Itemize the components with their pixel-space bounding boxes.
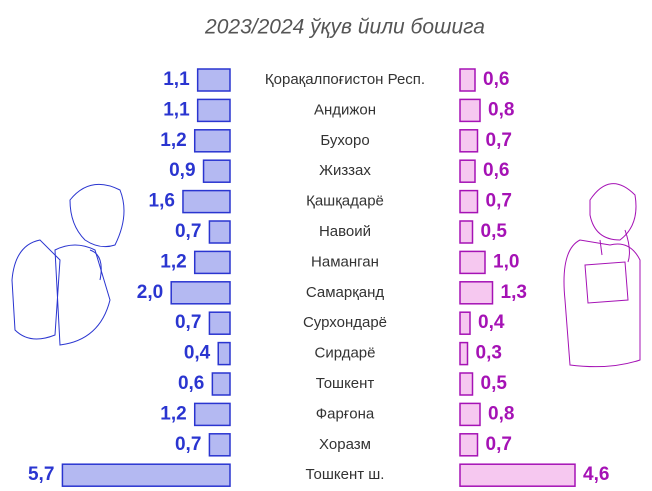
value-label: 0,6 [178, 373, 204, 394]
value-label: 1,6 [149, 191, 175, 212]
boy-illustration [12, 184, 124, 345]
value-label: 1,2 [160, 403, 186, 424]
value-label: 0,4 [184, 343, 211, 364]
value-label: 0,3 [476, 343, 502, 364]
value-label: 0,6 [483, 160, 509, 181]
value-label: 0,7 [486, 130, 512, 151]
bar [183, 191, 230, 213]
value-label: 2,0 [137, 282, 163, 303]
category-label: Тошкент ш. [306, 466, 385, 483]
category-label: Хоразм [319, 436, 371, 453]
category-label: Навоий [319, 223, 371, 240]
bar [460, 69, 475, 91]
bar [218, 343, 230, 365]
value-label: 0,6 [483, 69, 509, 90]
bar [460, 282, 493, 304]
category-label: Андижон [314, 101, 376, 118]
bar [195, 403, 230, 425]
bar [460, 403, 480, 425]
value-label: 0,5 [481, 373, 508, 394]
value-label: 0,7 [175, 434, 201, 455]
value-label: 0,8 [488, 403, 514, 424]
category-label: Тошкент [316, 375, 375, 392]
category-label: Жиззах [319, 162, 371, 179]
value-label: 1,2 [160, 251, 186, 272]
value-label: 1,2 [160, 130, 186, 151]
bar [209, 312, 230, 334]
bar [198, 69, 230, 91]
category-label: Бухоро [320, 132, 369, 149]
bar [460, 130, 478, 152]
bar [460, 251, 485, 273]
value-label: 0,5 [481, 221, 508, 242]
bar [460, 434, 478, 456]
bar [195, 130, 230, 152]
bar [204, 160, 230, 182]
category-label: Наманган [311, 253, 379, 270]
value-label: 1,3 [501, 282, 527, 303]
category-label: Қашқадарё [306, 193, 384, 210]
chart-title: 2023/2024 ўқув йили бошига [204, 16, 485, 39]
bar [460, 160, 475, 182]
value-label: 0,7 [486, 434, 512, 455]
bar [460, 343, 468, 365]
value-label: 0,7 [175, 221, 201, 242]
category-label: Сурхондарё [303, 314, 387, 331]
bar [460, 191, 478, 213]
category-label: Фарғона [316, 405, 375, 422]
value-label: 5,7 [28, 464, 54, 485]
value-label: 0,8 [488, 99, 514, 120]
value-label: 1,0 [493, 251, 519, 272]
girl-illustration [564, 184, 640, 367]
value-label: 1,1 [163, 99, 190, 120]
bar [460, 99, 480, 121]
bar [212, 373, 230, 395]
bar [460, 221, 473, 243]
value-label: 4,6 [583, 464, 609, 485]
bar [198, 99, 230, 121]
bar [460, 373, 473, 395]
bar [62, 464, 230, 486]
bar [209, 434, 230, 456]
bar [171, 282, 230, 304]
category-label: Қорақалпоғистон Респ. [265, 71, 425, 88]
value-label: 0,9 [169, 160, 195, 181]
category-label: Самарқанд [306, 284, 385, 301]
bar [195, 251, 230, 273]
value-label: 0,4 [478, 312, 505, 333]
bar [209, 221, 230, 243]
chart: 2023/2024 ўқув йили бошига Қорақалпоғист… [0, 0, 652, 491]
value-label: 0,7 [486, 191, 512, 212]
value-label: 0,7 [175, 312, 201, 333]
category-label: Сирдарё [315, 345, 376, 362]
bar [460, 464, 575, 486]
bar [460, 312, 470, 334]
value-label: 1,1 [163, 69, 190, 90]
